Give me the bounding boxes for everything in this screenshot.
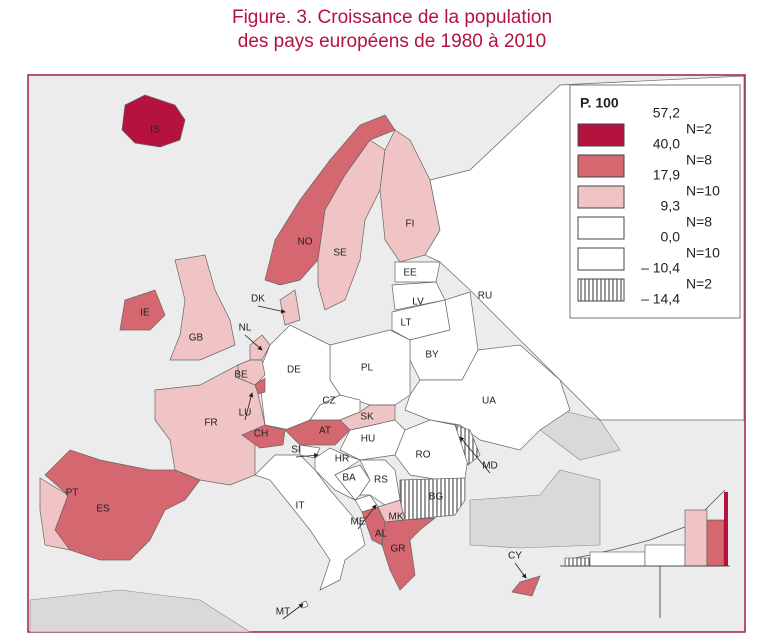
legend-break: 40,0 [653, 136, 680, 152]
country-label: IS [150, 125, 160, 136]
legend-break: – 10,4 [641, 260, 680, 276]
country-label: DK [251, 294, 265, 305]
country [169, 254, 236, 361]
legend: P. 100 57,2 40,0 17,9 9,3 0,0 – 10,4 – 14,4 N=2… [569, 84, 741, 319]
title-line: des pays européens de 1980 à 2010 [238, 31, 546, 52]
country [241, 424, 286, 449]
legend-break: 0,0 [661, 229, 681, 245]
country [254, 454, 366, 591]
country-label: BA [342, 473, 356, 484]
country [121, 94, 186, 148]
country-label: GB [189, 333, 204, 344]
legend-swatch [577, 278, 625, 302]
country [119, 289, 166, 331]
legend-break: 17,9 [653, 167, 680, 183]
country [317, 139, 386, 311]
country-label: SK [360, 412, 374, 423]
legend-break: 57,2 [653, 105, 680, 121]
legend-title: P. 100 [580, 95, 619, 111]
country-label: NL [239, 323, 252, 334]
country [39, 477, 71, 551]
other-land [29, 589, 252, 633]
country [279, 289, 301, 326]
leader-arrow [357, 504, 377, 530]
country-label: HU [361, 434, 375, 445]
legend-count: N=2 [686, 276, 712, 292]
country [511, 575, 541, 597]
country-label: ME [351, 517, 366, 528]
leader-arrow [282, 603, 304, 620]
country-label: RO [416, 450, 431, 461]
leader-arrow [295, 452, 319, 458]
country-label: EE [403, 268, 417, 279]
leader-arrow [459, 436, 491, 474]
country-label: FI [406, 219, 415, 230]
leader-arrow [257, 305, 286, 314]
country-label: FR [204, 418, 217, 429]
country-label: SE [333, 248, 347, 259]
country-label: MT [276, 607, 290, 618]
other-land [469, 469, 601, 549]
legend-count: N=8 [686, 214, 712, 230]
country-label: SI [291, 445, 300, 456]
country-label: BY [425, 350, 439, 361]
legend-break: – 14,4 [641, 291, 680, 307]
country-label: PT [66, 488, 79, 499]
country [264, 114, 396, 286]
legend-swatch [577, 247, 625, 271]
land [29, 409, 621, 633]
country-label: PL [361, 363, 374, 374]
country-label: MK [389, 512, 404, 523]
country [404, 344, 571, 451]
country-label: UA [482, 396, 496, 407]
country-label: RS [374, 475, 388, 486]
country-label: IT [296, 501, 305, 512]
inset-distribution [560, 489, 730, 618]
country-label: CY [508, 551, 522, 562]
leader-arrow [514, 562, 527, 579]
country [454, 424, 481, 466]
country-label: AT [319, 426, 331, 437]
country-label: RU [478, 291, 492, 302]
country-label: DE [287, 365, 301, 376]
country [154, 364, 266, 486]
title-line: Figure. 3. Croissance de la population [232, 7, 552, 28]
legend-count: N=8 [686, 152, 712, 168]
legend-break: 9,3 [661, 198, 681, 214]
legend-swatch [577, 154, 625, 178]
country-label: LU [239, 408, 252, 419]
country-label: ES [96, 504, 110, 515]
country [381, 517, 437, 591]
country-label: CH [254, 429, 268, 440]
country [399, 477, 466, 521]
legend-count: N=2 [686, 121, 712, 137]
legend-swatch [577, 216, 625, 240]
country-label: CZ [322, 396, 335, 407]
country-label: BE [234, 370, 248, 381]
country-label: NO [298, 237, 313, 248]
country-label: GR [391, 544, 406, 555]
leader-arrow [244, 392, 254, 421]
leader-arrow [244, 334, 263, 351]
legend-count: N=10 [686, 245, 720, 261]
country-label: LT [401, 318, 412, 329]
legend-count: N=10 [686, 183, 720, 199]
legend-swatch [577, 123, 625, 147]
country-label: MD [482, 461, 498, 472]
country-label: IE [140, 308, 150, 319]
country-label: LV [412, 297, 424, 308]
country-label: HR [335, 454, 349, 465]
country-label: AL [375, 529, 388, 540]
country [394, 261, 441, 283]
legend-swatch [577, 185, 625, 209]
country-label: BG [429, 492, 444, 503]
